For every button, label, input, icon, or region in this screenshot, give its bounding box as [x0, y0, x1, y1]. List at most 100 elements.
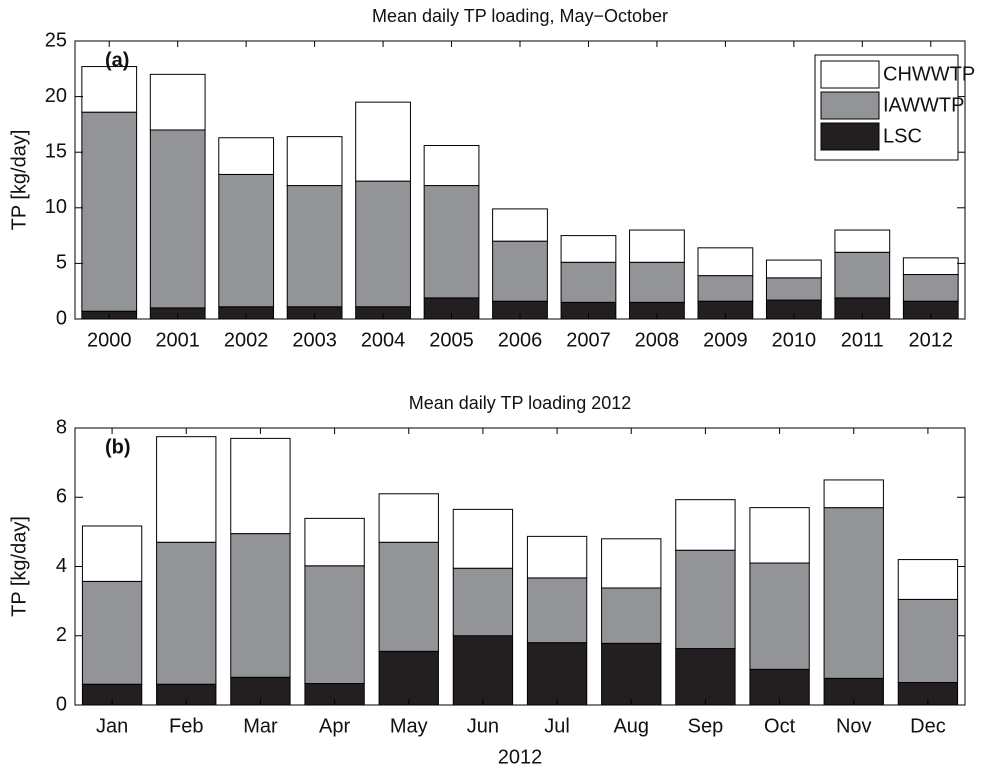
x-tick-label: 2007 — [566, 329, 611, 351]
x-tick-label: 2008 — [635, 329, 680, 351]
bar-segment — [526, 577, 588, 644]
y-tick-label: 20 — [45, 85, 67, 107]
bar-segment — [629, 261, 685, 303]
chart-title: Mean daily TP loading, May−October — [372, 6, 668, 26]
y-tick-label: 0 — [56, 693, 67, 715]
x-tick-label: 2006 — [498, 329, 543, 351]
bar-segment — [286, 185, 343, 308]
y-tick-label: 0 — [56, 307, 67, 329]
bar-segment — [452, 567, 514, 637]
x-tick-label: Apr — [319, 715, 350, 737]
bar-segment — [897, 598, 959, 683]
legend-swatch — [820, 91, 880, 120]
x-tick-label: Jan — [96, 715, 128, 737]
axes-box — [74, 40, 966, 320]
bar-segment — [81, 525, 143, 582]
x-tick-label: Aug — [613, 715, 649, 737]
x-tick-label: Jul — [544, 715, 570, 737]
y-tick-label: 15 — [45, 140, 67, 162]
bar-segment — [304, 517, 365, 567]
bar-segment — [378, 650, 439, 706]
x-tick-label: 2002 — [224, 329, 269, 351]
bar-segment — [423, 185, 480, 299]
x-tick-label: Mar — [243, 715, 278, 737]
y-tick-label: 2 — [56, 624, 67, 646]
bar-segment — [601, 642, 662, 706]
bar-segment — [81, 580, 143, 685]
bar-segment — [286, 136, 343, 187]
y-axis-label: TP [kg/day] — [8, 516, 30, 617]
bar-segment — [156, 436, 217, 543]
y-tick-label: 8 — [56, 416, 67, 438]
y-tick-label: 4 — [56, 555, 67, 577]
bar-segment — [156, 541, 217, 685]
bar-segment — [749, 562, 810, 670]
bar-segment — [230, 437, 291, 535]
x-tick-label: 2003 — [292, 329, 337, 351]
bar-segment — [81, 111, 138, 312]
bar-segment — [675, 499, 736, 551]
x-tick-label: Jun — [467, 715, 499, 737]
bar-segment — [834, 229, 891, 253]
legend-label: LSC — [883, 125, 922, 147]
bar-segment — [834, 251, 891, 299]
x-tick-label: May — [390, 715, 428, 737]
y-tick-label: 10 — [45, 196, 67, 218]
y-tick-label: 25 — [45, 29, 67, 51]
x-tick-label: Dec — [910, 715, 946, 737]
x-tick-label: Oct — [764, 715, 796, 737]
bar-segment — [492, 240, 548, 302]
x-axis-label: 2012 — [498, 746, 543, 768]
bar-segment — [823, 507, 884, 679]
axes-box — [74, 427, 966, 706]
x-tick-label: 2010 — [772, 329, 817, 351]
bar-segment — [492, 208, 548, 242]
bar-segment — [526, 535, 588, 579]
y-tick-label: 6 — [56, 486, 67, 508]
x-tick-label: 2009 — [703, 329, 748, 351]
legend-label: CHWWTP — [883, 63, 975, 85]
legend-swatch — [820, 60, 880, 89]
bar-segment — [355, 101, 411, 182]
bar-segment — [304, 565, 365, 685]
x-tick-label: Sep — [688, 715, 724, 737]
panel-label: (b) — [105, 436, 131, 458]
bar-segment — [149, 129, 206, 309]
bar-segment — [697, 247, 754, 277]
x-tick-label: Feb — [169, 715, 203, 737]
bar-segment — [423, 145, 480, 187]
legend-label: IAWWTP — [883, 94, 964, 116]
x-tick-label: 2005 — [429, 329, 474, 351]
x-tick-label: 2012 — [909, 329, 954, 351]
bar-segment — [697, 275, 754, 302]
bar-segment — [149, 73, 206, 131]
bar-segment — [355, 180, 411, 308]
bar-segment — [526, 642, 588, 706]
bar-segment — [902, 257, 959, 276]
bar-segment — [378, 493, 439, 543]
x-tick-label: 2011 — [841, 329, 884, 351]
x-tick-label: Nov — [836, 715, 872, 737]
x-tick-label: 2004 — [361, 329, 406, 351]
bar-segment — [629, 229, 685, 263]
bar-segment — [601, 587, 662, 644]
bar-segment — [675, 549, 736, 650]
bar-segment — [560, 235, 617, 263]
bar-segment — [902, 274, 959, 302]
bar-segment — [218, 137, 275, 175]
bar-segment — [452, 635, 514, 706]
legend-swatch — [820, 122, 880, 151]
y-tick-label: 5 — [56, 252, 67, 274]
bar-segment — [823, 479, 884, 509]
bar-segment — [378, 541, 439, 652]
bar-segment — [675, 648, 736, 706]
bar-segment — [601, 538, 662, 589]
bar-segment — [897, 559, 959, 600]
bar-segment — [230, 533, 291, 678]
bar-segment — [765, 259, 822, 279]
bar-segment — [452, 508, 514, 569]
bar-segment — [560, 261, 617, 303]
bar-segment — [218, 173, 275, 308]
chart-title: Mean daily TP loading 2012 — [409, 393, 632, 413]
